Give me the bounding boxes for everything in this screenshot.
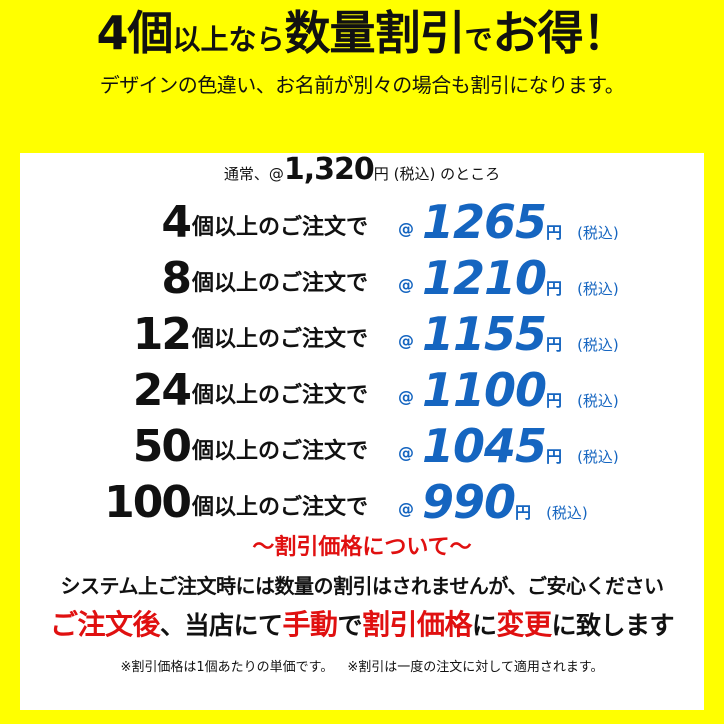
- at-sign: @: [398, 275, 414, 294]
- price-tier-row: 8 個以上のご注文で @1210円 (税込): [20, 249, 704, 305]
- tier-price: 1045円 (税込): [422, 419, 619, 473]
- about-line1: システム上ご注文時には数量の割引はされませんが、ご安心ください: [60, 574, 664, 598]
- tier-condition: 個以上のご注文で: [192, 495, 369, 520]
- footnote-unit-price: ※割引価格は1個あたりの単価です。: [120, 660, 334, 675]
- price-panel: 通常、@1,320円 (税込) のところ 4 個以上のご注文で @1265円 (税込…: [20, 153, 704, 710]
- tier-price: 1210円 (税込): [422, 251, 619, 305]
- tier-quantity: 8: [161, 253, 192, 304]
- tier-quantity: 100: [104, 477, 192, 528]
- tier-price: 1155円 (税込): [422, 307, 619, 361]
- tier-condition: 個以上のご注文で: [192, 383, 369, 408]
- tier-condition: 個以上のご注文で: [192, 215, 369, 240]
- tier-condition: 個以上のご注文で: [192, 271, 369, 296]
- about-heading: ～割引価格について～: [252, 535, 472, 560]
- tier-price: 990円 (税込): [422, 475, 588, 529]
- at-sign: @: [398, 331, 414, 350]
- price-tier-row: 12 個以上のご注文で @1155円 (税込): [20, 305, 704, 361]
- about-line2: ご注文後、当店にて手動で割引価格に変更に致します: [49, 608, 675, 641]
- headline: 4個以上なら数量割引でお得！: [96, 6, 628, 60]
- price-tier-row: 24 個以上のご注文で @1100円 (税込): [20, 361, 704, 417]
- tier-price: 1100円 (税込): [422, 363, 619, 417]
- at-sign: @: [398, 443, 414, 462]
- price-tier-row: 4 個以上のご注文で @1265円 (税込): [20, 193, 704, 249]
- tier-quantity: 24: [132, 365, 192, 416]
- footnotes: ※割引価格は1個あたりの単価です。 ※割引は一度の注文に対して適用されます。: [20, 659, 704, 677]
- normal-price: 通常、@1,320円 (税込) のところ: [223, 152, 501, 187]
- tier-price: 1265円 (税込): [422, 195, 619, 249]
- price-tier-row: 100 個以上のご注文で @990円 (税込): [20, 473, 704, 529]
- at-sign: @: [398, 499, 414, 518]
- tier-quantity: 12: [132, 309, 192, 360]
- at-sign: @: [398, 219, 414, 238]
- tier-condition: 個以上のご注文で: [192, 327, 369, 352]
- footnote-per-order: ※割引は一度の注文に対して適用されます。: [347, 660, 604, 675]
- subtitle: デザインの色違い、お名前が別々の場合も割引になります。: [99, 73, 625, 97]
- at-sign: @: [398, 387, 414, 406]
- tier-condition: 個以上のご注文で: [192, 439, 369, 464]
- tier-quantity: 4: [161, 197, 192, 248]
- price-tier-row: 50 個以上のご注文で @1045円 (税込): [20, 417, 704, 473]
- tier-quantity: 50: [132, 421, 192, 472]
